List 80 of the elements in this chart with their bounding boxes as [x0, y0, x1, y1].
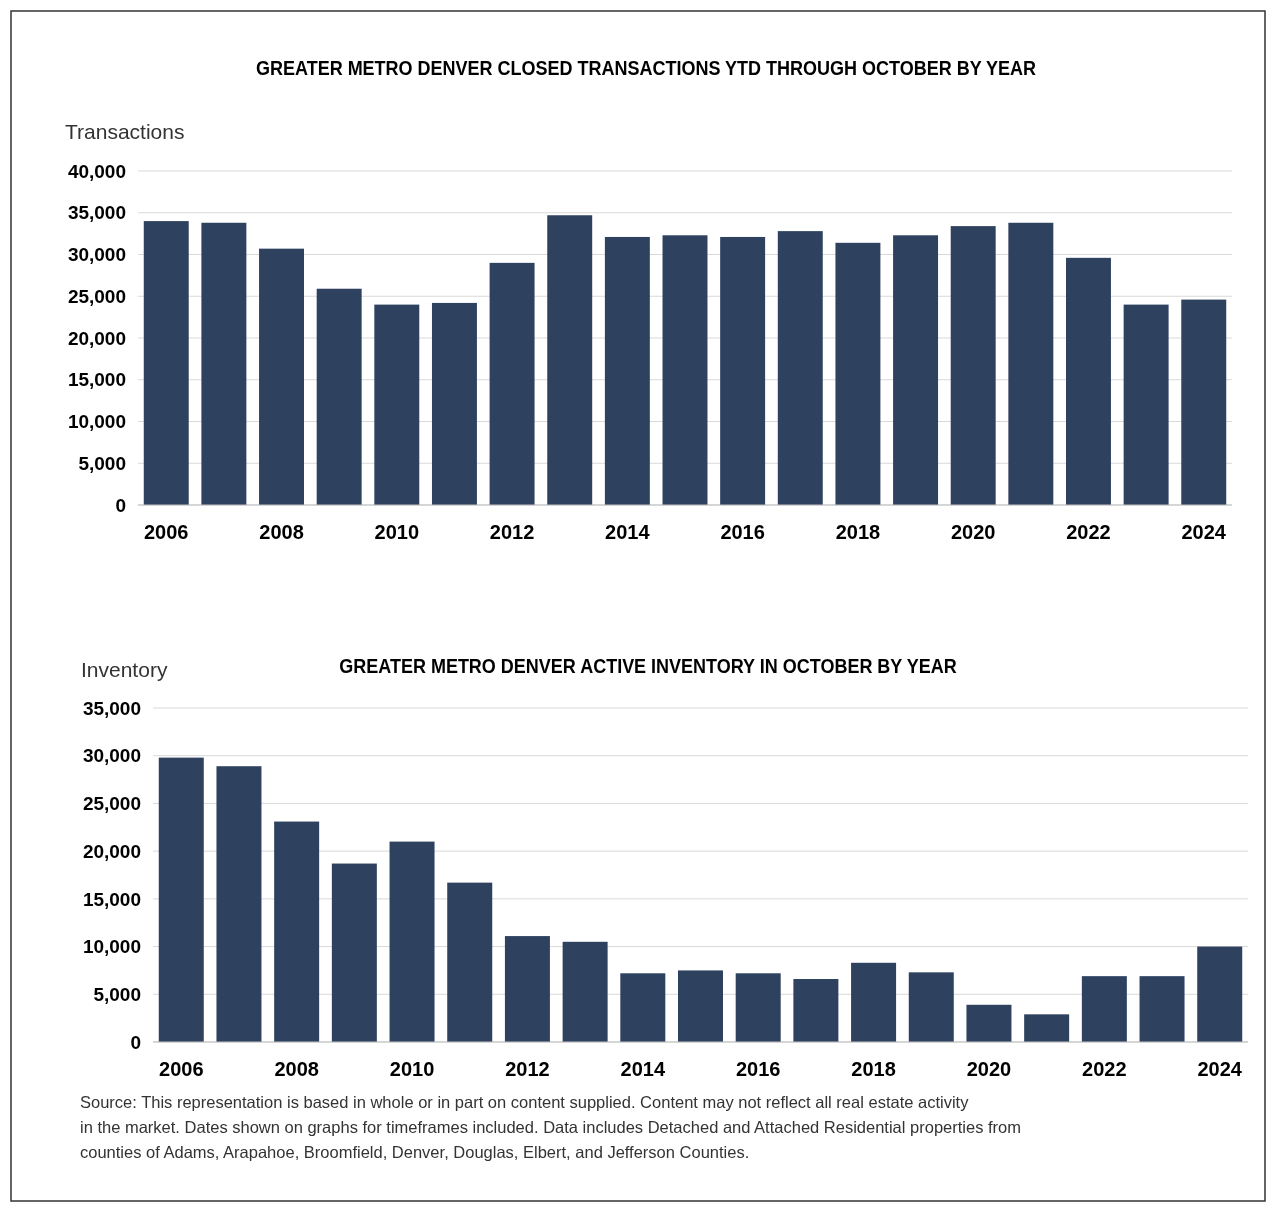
bar	[1066, 257, 1111, 505]
bar	[331, 863, 377, 1042]
y-tick-label: 20,000	[82, 840, 141, 862]
x-tick-label: 2022	[1082, 1058, 1127, 1080]
bar	[950, 226, 996, 505]
bar	[1081, 976, 1127, 1042]
x-tick-label: 2006	[159, 1058, 204, 1080]
y-axis-title: Transactions	[65, 120, 185, 143]
bar	[662, 235, 708, 505]
bar	[966, 1004, 1012, 1042]
bar	[851, 962, 897, 1042]
x-tick-label: 2014	[620, 1058, 666, 1080]
x-tick-label: 2006	[143, 521, 189, 543]
x-tick-label: 2020	[950, 521, 996, 543]
x-tick-label: 2008	[274, 1058, 319, 1080]
bar	[620, 973, 666, 1042]
y-tick-label: 25,000	[82, 793, 141, 815]
bar	[431, 302, 477, 505]
x-tick-label: 2018	[851, 1058, 896, 1080]
y-tick-label: 25,000	[67, 285, 126, 307]
bar	[158, 757, 204, 1042]
bar	[547, 215, 593, 505]
x-tick-label: 2018	[835, 521, 881, 543]
y-tick-label: 15,000	[82, 888, 141, 910]
x-tick-label: 2020	[966, 1058, 1012, 1080]
source-note: Source: This representation is based in whole or in part on content supplied. Content may not reflect all real estate activity in the market. Dates shown on graphs for timeframes included. Data includes Detached and Attached Residential properties from counties of Adams, Arapahoe, Broomfield, Denver, Douglas, Elbert, and Jefferson Counties.	[80, 1093, 1021, 1161]
bar	[835, 242, 881, 505]
bar	[447, 882, 493, 1042]
y-tick-label: 10,000	[82, 936, 141, 958]
x-tick-label: 2010	[374, 521, 420, 543]
x-tick-label: 2010	[389, 1058, 435, 1080]
bar	[1139, 976, 1185, 1042]
bar	[316, 288, 362, 505]
y-axis-title: Inventory	[81, 658, 168, 681]
x-tick-label: 2012	[489, 521, 535, 543]
bar	[793, 979, 839, 1042]
bar	[678, 970, 723, 1042]
bar	[908, 972, 954, 1042]
bar	[1181, 299, 1227, 505]
bar	[374, 304, 420, 505]
y-tick-label: 5,000	[93, 983, 141, 1005]
chart-title: GREATER METRO DENVER CLOSED TRANSACTIONS YTD THROUGH OCTOBER BY YEAR	[256, 57, 1037, 80]
bar	[1024, 1014, 1070, 1042]
x-tick-label: 2024	[1197, 1058, 1243, 1080]
bar	[1008, 222, 1054, 505]
bar	[259, 248, 304, 505]
bar	[604, 236, 650, 505]
bar	[504, 936, 550, 1042]
bar	[489, 262, 535, 505]
y-tick-label: 30,000	[82, 745, 141, 767]
y-tick-label: 20,000	[67, 327, 126, 349]
bar	[216, 766, 262, 1042]
x-tick-label: 2022	[1066, 521, 1111, 543]
x-tick-label: 2014	[605, 521, 651, 543]
y-tick-label: 35,000	[67, 202, 126, 224]
x-tick-label: 2012	[505, 1058, 550, 1080]
bar	[389, 841, 435, 1042]
bar	[735, 973, 781, 1042]
bar	[1123, 304, 1169, 505]
y-tick-label: 40,000	[67, 160, 126, 182]
bar	[274, 821, 320, 1042]
bar	[720, 236, 766, 505]
bar	[562, 941, 608, 1042]
bar	[893, 235, 939, 505]
chart-title: GREATER METRO DENVER ACTIVE INVENTORY IN OCTOBER BY YEAR	[339, 655, 957, 678]
bar	[143, 221, 189, 505]
bar	[777, 231, 823, 505]
y-tick-label: 35,000	[82, 697, 141, 719]
x-tick-label: 2016	[735, 1058, 781, 1080]
y-tick-label: 0	[115, 494, 126, 516]
y-tick-label: 5,000	[78, 452, 126, 474]
y-tick-label: 15,000	[67, 369, 126, 391]
bar	[1197, 946, 1243, 1042]
y-tick-label: 30,000	[67, 244, 126, 266]
x-tick-label: 2008	[259, 521, 304, 543]
y-tick-label: 0	[130, 1031, 141, 1053]
x-tick-label: 2024	[1181, 521, 1227, 543]
x-tick-label: 2016	[720, 521, 765, 543]
bar	[201, 222, 247, 505]
y-tick-label: 10,000	[67, 411, 126, 433]
